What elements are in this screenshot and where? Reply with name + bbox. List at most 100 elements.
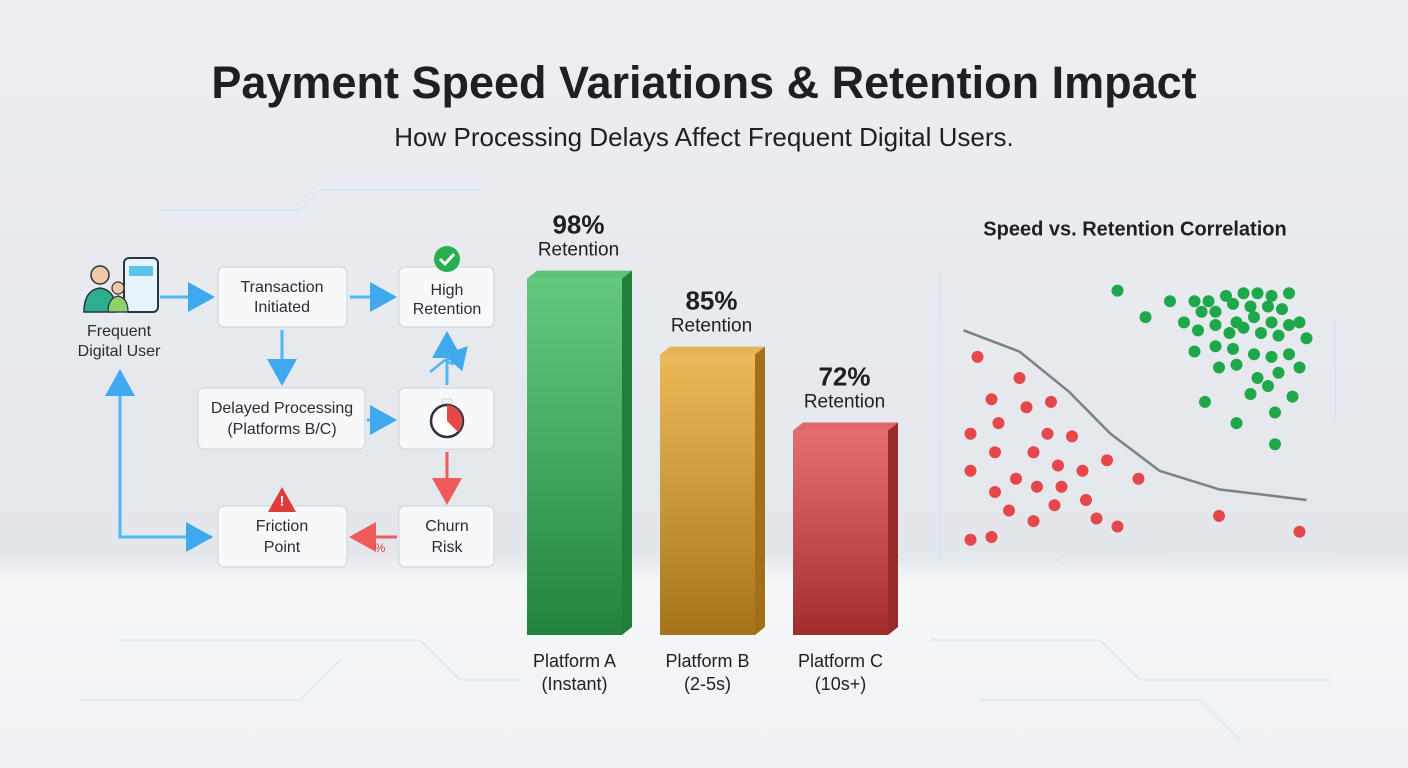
scatter-point [1199,395,1211,408]
scatter-point [1213,509,1225,522]
scatter-point [1202,295,1215,308]
scatter-point [1283,319,1295,332]
scatter-title: Speed vs. Retention Correlation [983,218,1286,240]
scatter-point [1027,446,1040,459]
scatter-point [1048,499,1061,512]
bar-top [793,422,898,431]
scatter-point [1031,480,1043,493]
node-high-retention: High Retention [398,246,495,328]
scatter-point [1262,300,1274,313]
scatter-point [1251,372,1264,385]
scatter-point [1090,512,1103,525]
scatter-point [1255,327,1267,339]
scatter-point [1269,406,1281,419]
scatter-point [1209,319,1222,332]
value-caption: Retention [538,240,619,261]
scatter-chart: Speed vs. Retention Correlation [963,218,1313,546]
scatter-point [1244,300,1257,313]
bar-top [527,270,632,279]
flow-diagram: Frequent Digital User Transaction Initia… [78,246,495,568]
scatter-point [1230,358,1243,371]
scatter-point [1223,327,1236,339]
scatter-point [971,350,984,363]
scatter-point [1248,348,1260,361]
node-label: (Platforms B/C) [227,421,336,438]
scatter-point [1003,504,1015,517]
scatter-point [1164,295,1176,308]
node-label: Churn [425,518,469,535]
scatter-point [964,533,977,546]
title: Payment Speed Variations & Retention Imp… [211,57,1196,108]
warning-mark: ! [280,493,285,509]
scatter-point [1195,305,1208,318]
node-label: Initiated [254,299,310,316]
scatter-point [1139,311,1152,324]
category-note: (10s+) [815,674,867,694]
node-transaction: Transaction Initiated [217,266,348,328]
scatter-point [1248,311,1260,324]
scatter-point [1237,321,1250,334]
node-label: High [431,282,464,299]
scatter-point [1272,366,1285,379]
bar-shade [793,430,888,635]
scatter-point [985,531,998,544]
scatter-point [1230,417,1243,430]
scatter-point [1300,332,1313,345]
bar-shade [660,354,755,635]
value-caption: Retention [671,316,752,337]
category-label: Platform B [665,651,749,671]
node-label: Retention [413,301,482,318]
scatter-point [1251,287,1264,300]
node-delayed: Delayed Processing (Platforms B/C) [197,387,366,450]
scatter-point [1101,454,1113,467]
category-label: Platform C [798,651,883,671]
scatter-point [1276,303,1288,316]
scatter-point [1188,295,1201,308]
scatter-point [1265,289,1278,302]
node-label: Point [264,539,301,556]
scatter-point [1111,284,1124,297]
category-label: Platform A [533,651,616,671]
scatter-point [1111,520,1124,533]
scatter-point [1269,438,1281,451]
scatter-point [1272,329,1285,342]
node-user: Frequent Digital User [78,323,161,360]
scatter-point [989,486,1001,498]
scatter-point [1045,395,1057,408]
scatter-point [1010,472,1022,485]
scatter-point [1209,305,1222,318]
scatter-point [1262,380,1274,392]
scatter-point [1265,316,1278,329]
user-icon [83,257,159,313]
value-label: 98% [552,210,604,240]
scatter-point [1192,324,1204,337]
scatter-point [1265,350,1278,363]
node-label: Risk [431,539,463,556]
scatter-point [1178,316,1190,329]
scatter-point [1080,493,1092,506]
value-label: 85% [685,285,737,315]
scatter-point [1066,430,1078,443]
category-note: (2-5s) [684,674,731,694]
value-label: 72% [818,361,870,391]
scatter-point [1213,361,1225,374]
scatter-point [1286,390,1299,403]
arrows [105,282,468,552]
subtitle: How Processing Delays Affect Frequent Di… [394,122,1013,152]
scatter-point [1132,472,1145,485]
scatter-point [964,427,977,440]
scatter-point [1227,297,1239,310]
node-timer [398,387,495,450]
scatter-point [989,446,1001,459]
scatter-point [964,464,977,477]
scatter-point [1237,287,1250,300]
bar-top [660,346,765,355]
scatter-point [1055,480,1068,493]
scatter-point [992,417,1005,430]
scatter-point [1227,342,1239,355]
scatter-point [1209,340,1222,353]
